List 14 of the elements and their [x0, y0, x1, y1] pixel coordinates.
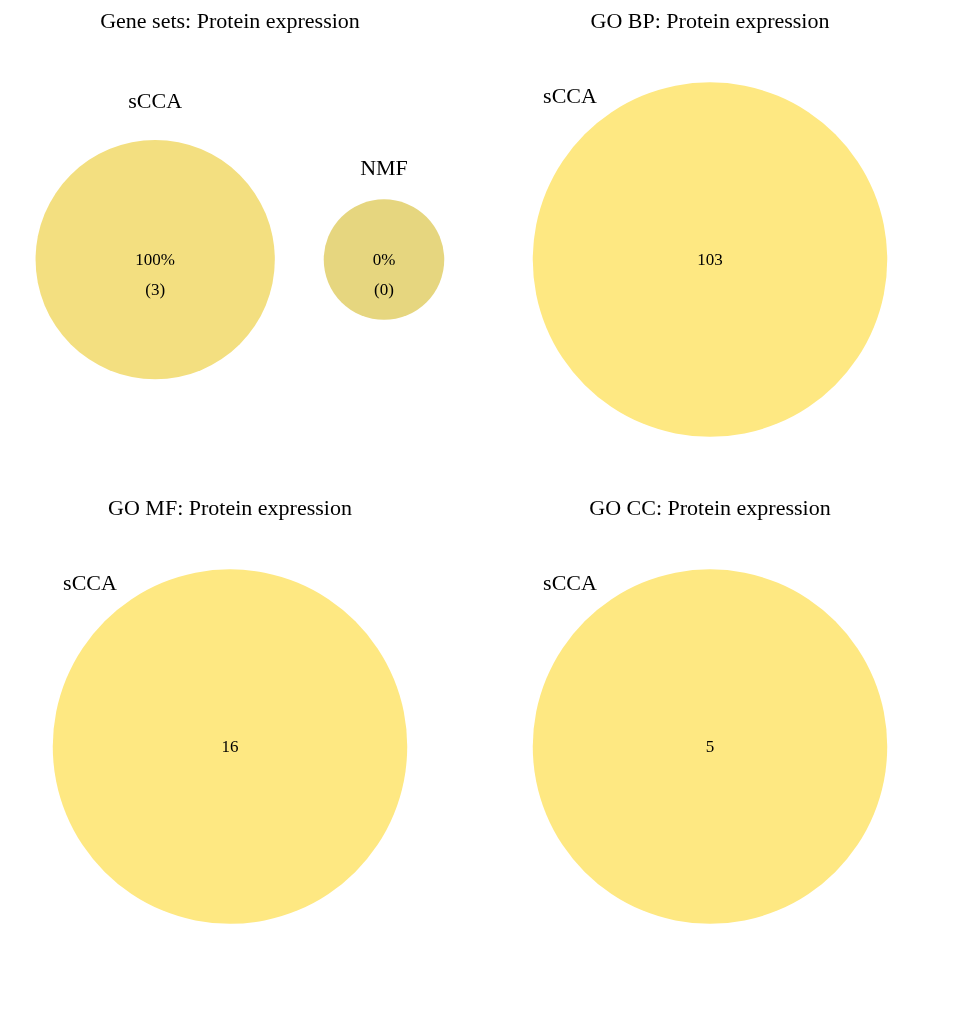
text: GO BP: Protein expression [590, 8, 830, 33]
data-label: 5 [705, 736, 715, 756]
data-label: 103 [697, 249, 723, 269]
data-label: 100% (3) [135, 249, 176, 299]
category-label: NMF [360, 154, 408, 180]
data-label: 0% (0) [372, 249, 396, 299]
text: GO MF: Protein expression [108, 495, 352, 520]
category-label: sCCA [63, 569, 118, 595]
data-label: 16 [221, 736, 239, 756]
category-label: sCCA [128, 87, 183, 113]
text: GO CC: Protein expression [589, 495, 831, 520]
category-label: sCCA [543, 569, 598, 595]
category-label: sCCA [543, 82, 598, 108]
text: Gene sets: Protein expression [100, 8, 360, 33]
